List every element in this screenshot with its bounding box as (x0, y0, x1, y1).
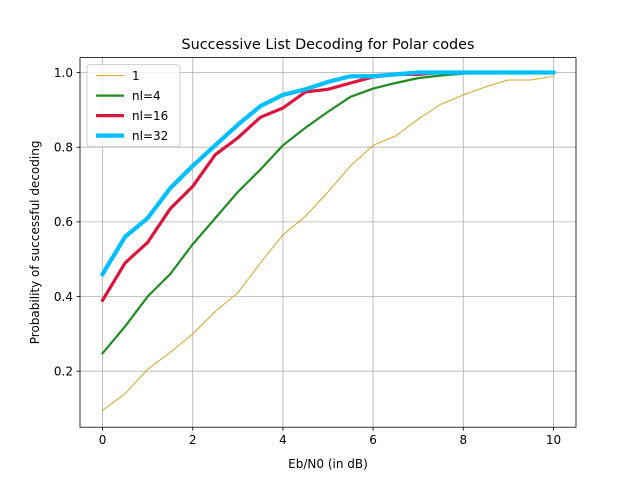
x-axis-label: Eb/N0 (in dB) (288, 457, 368, 471)
legend-label-0: 1 (132, 69, 140, 83)
y-tick-label: 1.0 (54, 66, 73, 80)
legend-label-1: nl=4 (132, 89, 161, 103)
x-tick-label: 0 (99, 433, 107, 447)
series-line-3 (99, 70, 556, 278)
y-axis: 0.2 0.4 0.6 0.8 1.0 (54, 66, 80, 379)
x-tick-label: 2 (189, 433, 197, 447)
grid (80, 57, 576, 428)
y-tick-label: 0.6 (54, 215, 73, 229)
x-tick-label: 4 (279, 433, 287, 447)
x-axis: 0 2 4 6 8 10 (99, 427, 561, 447)
x-tick-label: 10 (546, 433, 561, 447)
plot-frame (79, 57, 577, 428)
series-line-0 (101, 75, 555, 412)
legend: 1 nl=4 nl=16 nl=32 (86, 64, 181, 148)
chart-title: Successive List Decoding for Polar codes (181, 37, 474, 53)
y-tick-label: 0.8 (54, 141, 73, 155)
y-tick-label: 0.4 (54, 290, 73, 304)
x-tick-label: 8 (459, 433, 467, 447)
series-layer (99, 70, 556, 412)
legend-label-3: nl=32 (132, 129, 168, 143)
y-axis-label: Probability of successful decoding (28, 141, 42, 345)
y-tick-label: 0.2 (54, 365, 73, 379)
legend-box (86, 64, 181, 148)
x-tick-label: 6 (369, 433, 377, 447)
legend-label-2: nl=16 (132, 109, 168, 123)
